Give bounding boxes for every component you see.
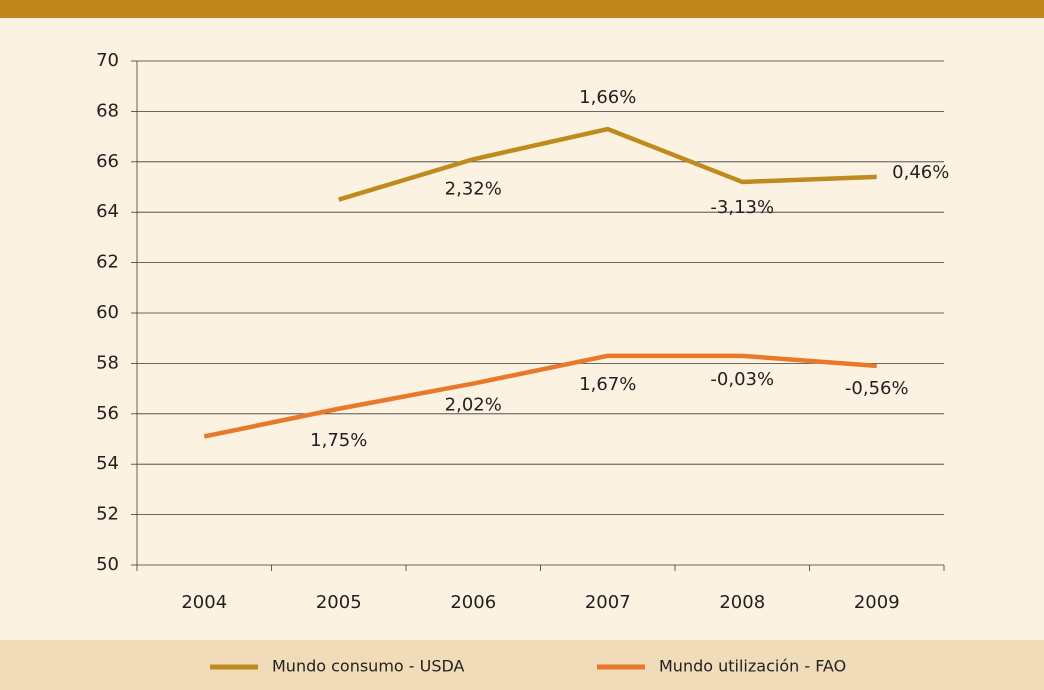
y-tick-label: 56 [96,403,119,424]
y-tick-label: 50 [96,554,119,575]
point-label: 2,32% [445,178,502,199]
point-label: -0,56% [845,378,909,399]
x-tick-label: 2009 [854,592,900,613]
y-tick-label: 54 [96,453,119,474]
series-line [338,126,877,202]
y-tick-label: 66 [96,151,119,172]
x-tick-label: 2004 [181,592,227,613]
y-tick-label: 58 [96,352,119,373]
y-tick-label: 62 [96,252,119,273]
y-tick-label: 52 [96,504,119,525]
top-bar [0,0,1044,18]
point-label: 1,75% [310,430,367,451]
point-label: -3,13% [710,197,774,218]
x-tick-label: 2007 [585,592,631,613]
x-tick-label: 2005 [316,592,362,613]
x-tick-label: 2006 [450,592,496,613]
series-line [203,353,877,439]
y-tick-label: 68 [96,100,119,121]
point-label: 0,46% [892,162,949,183]
point-label: 2,02% [445,395,502,416]
y-tick-label: 70 [96,50,119,71]
y-tick-label: 64 [96,201,119,222]
legend-label: Mundo consumo - USDA [272,657,465,676]
x-tick-label: 2008 [719,592,765,613]
point-label: 1,66% [579,87,636,108]
y-tick-label: 60 [96,302,119,323]
point-label: -0,03% [710,369,774,390]
legend-label: Mundo utilización - FAO [659,657,846,676]
legend-band [0,640,1044,690]
point-label: 1,67% [579,374,636,395]
